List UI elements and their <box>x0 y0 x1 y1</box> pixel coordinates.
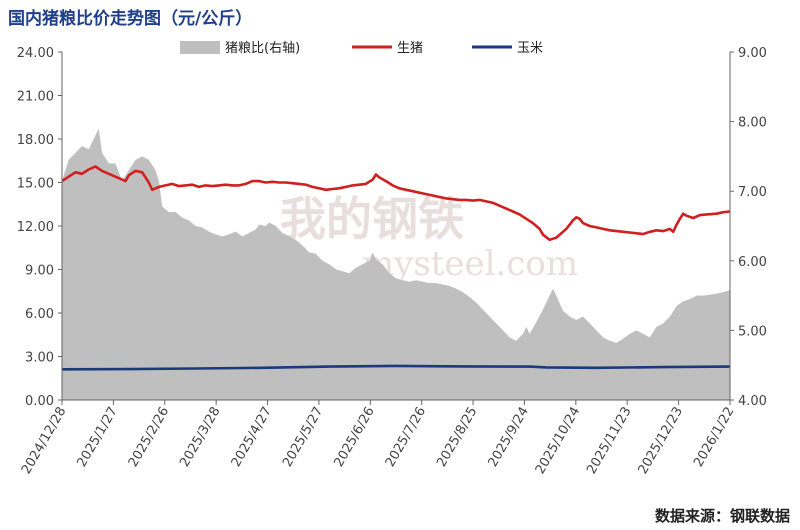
x-tick-label: 2025/12/23 <box>636 405 686 477</box>
x-tick-label: 2025/1/27 <box>75 405 121 470</box>
y-left-tick-label: 24.00 <box>17 46 54 61</box>
chart-title: 国内猪粮比价走势图（元/公斤） <box>8 9 253 29</box>
x-tick-label: 2025/10/24 <box>533 405 583 477</box>
y-right-tick-label: 8.00 <box>738 116 767 131</box>
x-tick-label: 2025/3/28 <box>177 405 223 470</box>
source-note: 数据来源：钢联数据 <box>654 507 790 525</box>
legend-item-hog-label: 生猪 <box>397 41 423 56</box>
y-left-tick-label: 3.00 <box>25 351 54 366</box>
x-tick-label: 2025/9/24 <box>486 405 532 470</box>
x-tick-label: 2025/2/26 <box>126 405 172 470</box>
x-tick-label: 2024/12/28 <box>19 405 69 477</box>
legend-item-corn-label: 玉米 <box>517 41 543 56</box>
y-right-tick-label: 7.00 <box>738 185 767 200</box>
y-left-tick-label: 12.00 <box>17 220 54 235</box>
series-line-hog <box>61 165 731 242</box>
y-left-tick-label: 18.00 <box>17 133 54 148</box>
x-tick-label: 2025/7/26 <box>383 405 429 470</box>
series-area-pig-grain-ratio <box>62 128 730 400</box>
watermark-site: mysteel.com <box>362 244 578 284</box>
y-right-tick-label: 4.00 <box>738 394 767 409</box>
x-tick-label: 2025/4/27 <box>229 405 275 470</box>
x-tick-label: 2026/1/22 <box>691 405 737 470</box>
y-left-tick-label: 6.00 <box>25 307 54 322</box>
y-left-tick-label: 0.00 <box>25 394 54 409</box>
y-right-tick-label: 6.00 <box>738 255 767 270</box>
series-line-corn <box>61 364 731 371</box>
x-tick-label: 2025/6/26 <box>331 405 377 470</box>
x-tick-label: 2025/8/25 <box>434 404 480 469</box>
x-tick-label: 2025/11/23 <box>584 405 634 477</box>
y-left-tick-label: 15.00 <box>17 177 54 192</box>
y-left-tick-label: 21.00 <box>17 90 54 105</box>
y-left-tick-label: 9.00 <box>25 264 54 279</box>
y-right-tick-label: 5.00 <box>738 324 767 339</box>
watermark-logo: 我的钢铁 <box>280 192 464 246</box>
legend-item-pig-grain-ratio-label: 猪粮比(右轴) <box>225 41 300 56</box>
x-tick-label: 2025/5/27 <box>280 405 326 470</box>
y-right-tick-label: 9.00 <box>738 46 767 61</box>
legend-item-pig-grain-ratio-swatch <box>180 41 220 54</box>
